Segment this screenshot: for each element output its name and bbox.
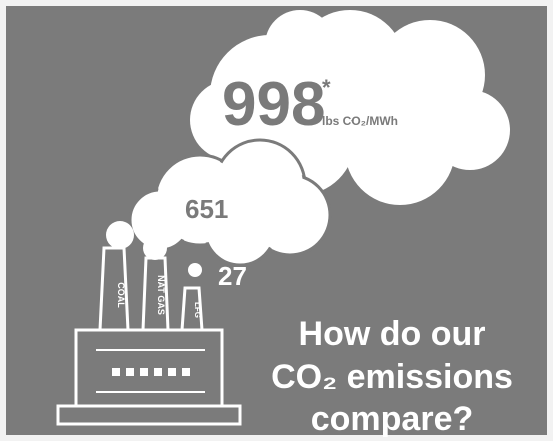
footnote: * xyxy=(322,75,331,100)
question: How do our xyxy=(299,315,486,353)
infographic: 998 * lbs CO₂/MWh 651 27 COAL NAT GAS LF… xyxy=(0,0,553,441)
question: compare? xyxy=(311,400,474,438)
question: CO₂ emissions xyxy=(271,358,513,396)
coal-value: 998 xyxy=(222,70,325,139)
page: 998 * lbs CO₂/MWh 651 27 COAL NAT GAS LF… xyxy=(0,0,553,441)
other-value: 27 xyxy=(218,261,247,291)
chimney-label: COAL xyxy=(116,282,126,308)
chimney-label: LFG xyxy=(193,302,202,318)
unit: lbs CO₂/MWh xyxy=(322,114,398,128)
chimney-label: NAT GAS xyxy=(156,275,166,315)
gas-value: 651 xyxy=(185,194,228,224)
